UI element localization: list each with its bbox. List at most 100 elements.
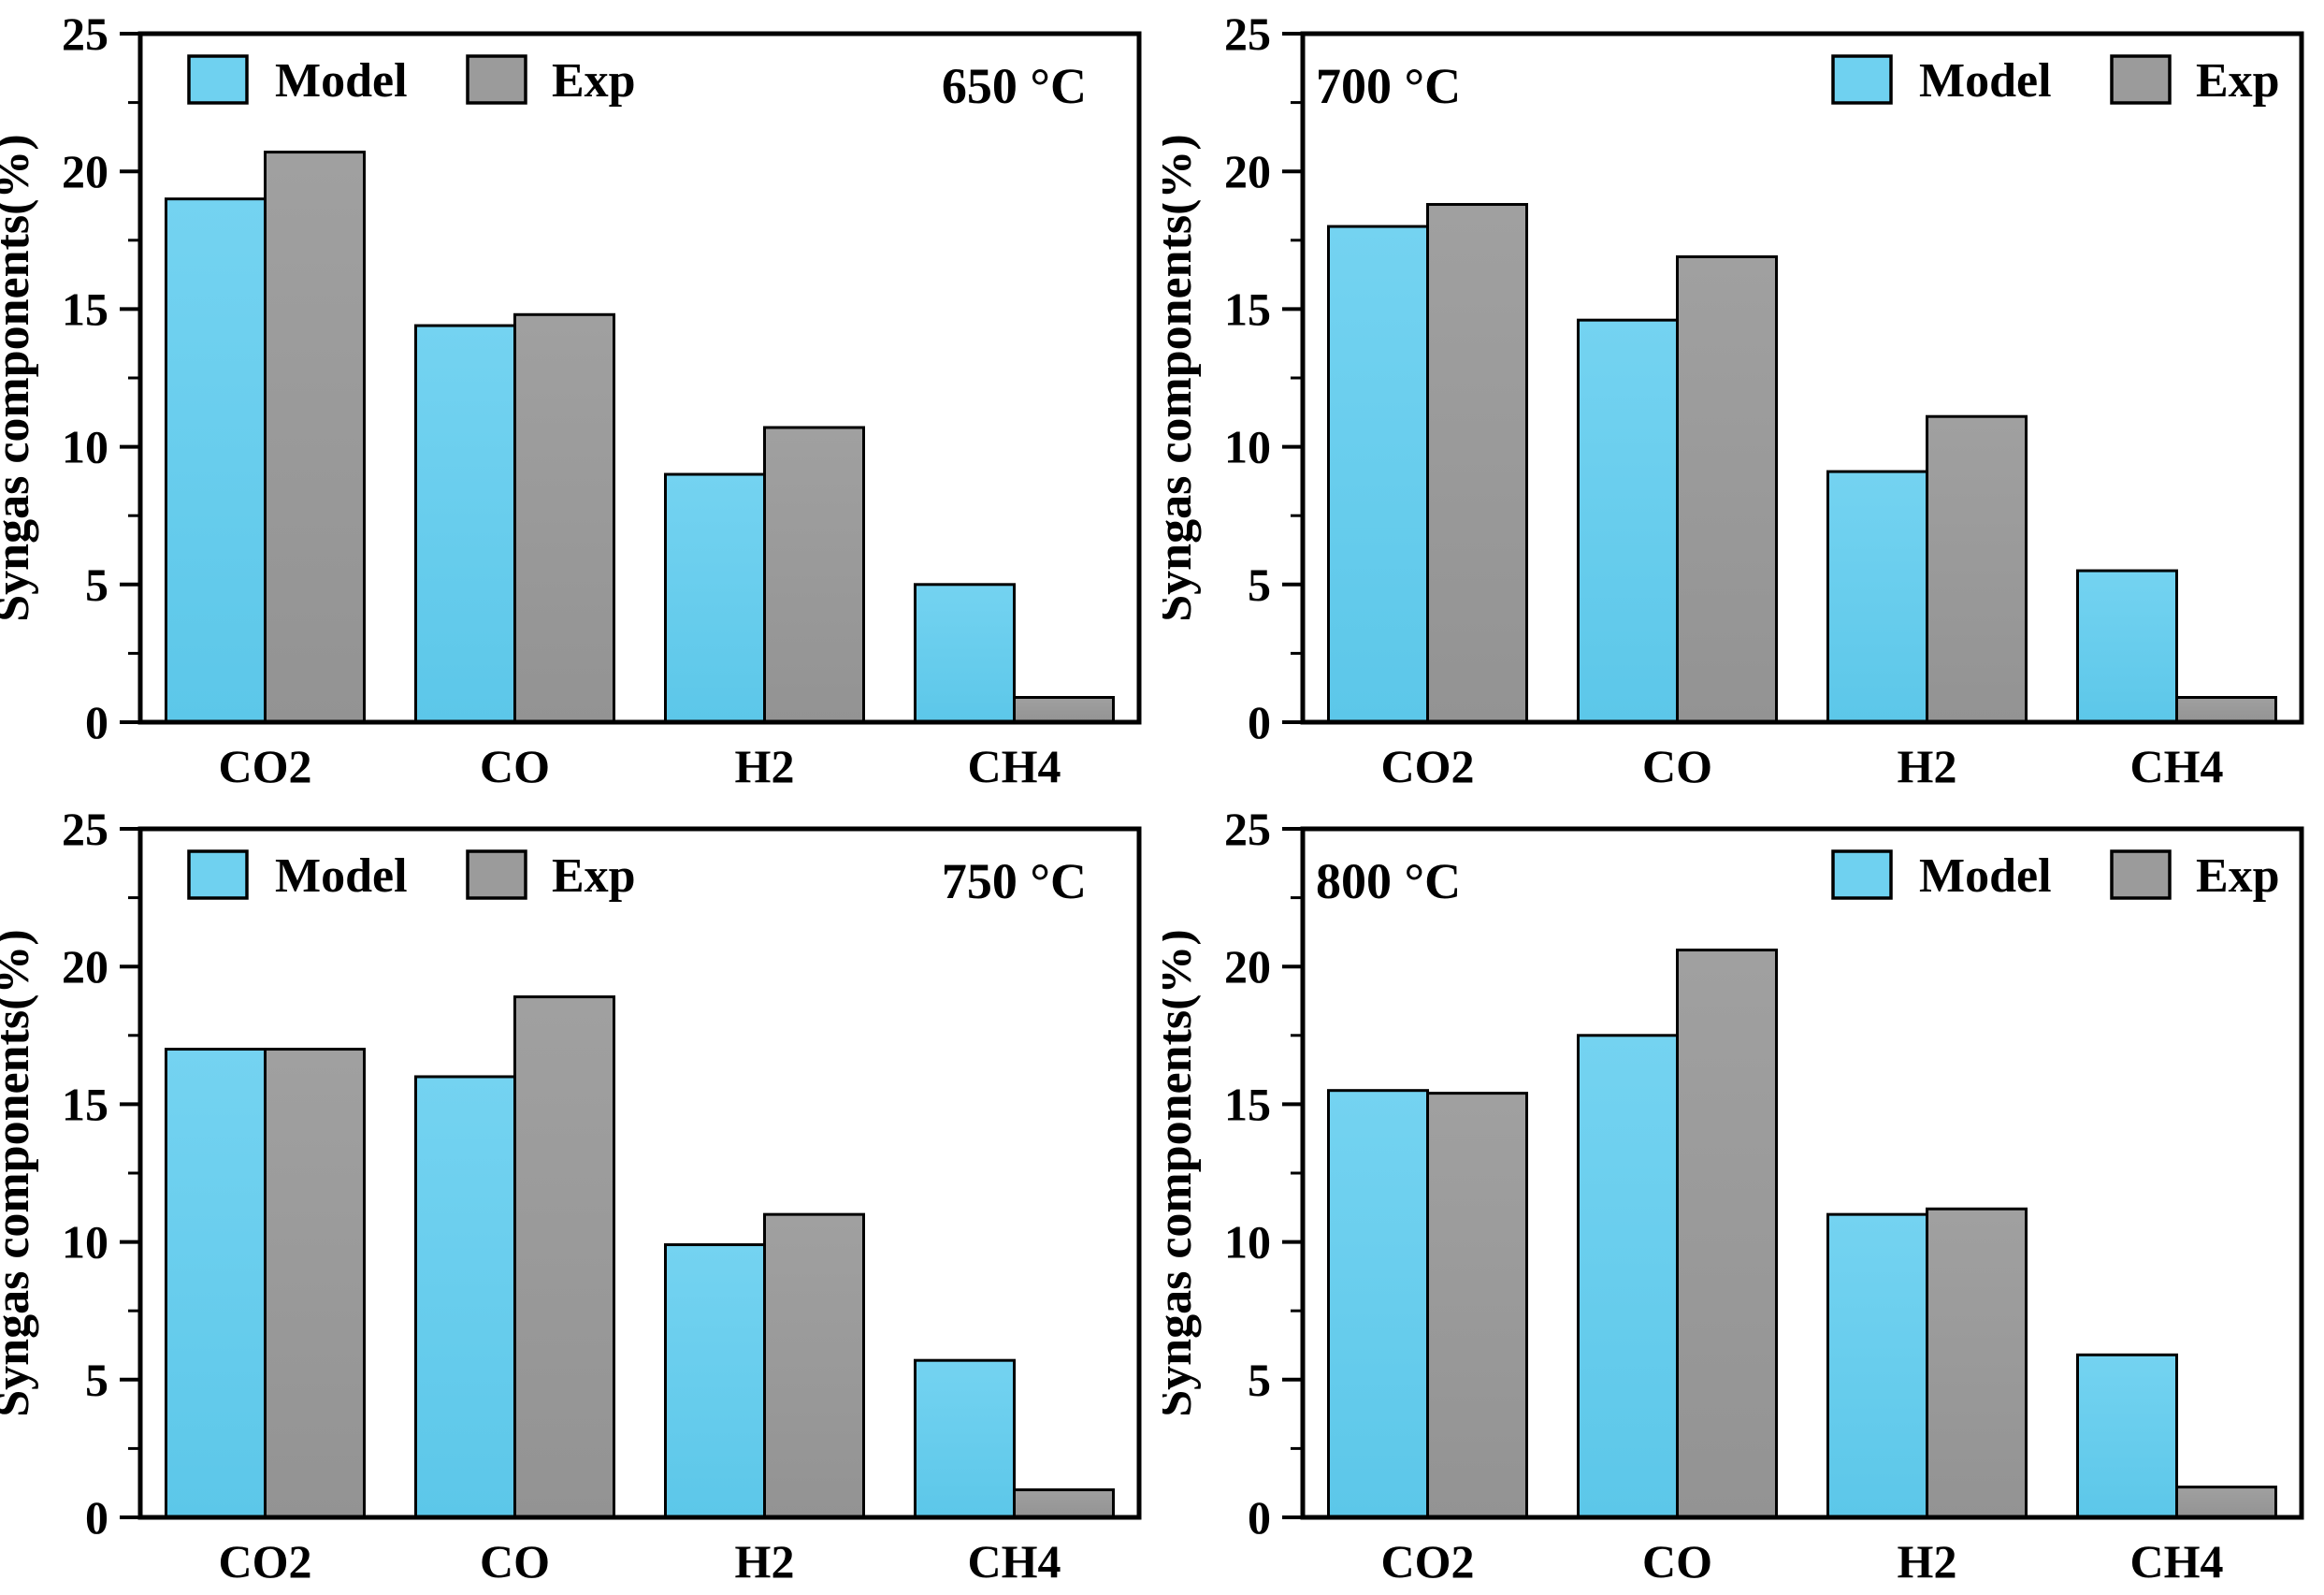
y-tick-label-0: 0: [85, 1491, 108, 1544]
category-label-co2: CO2: [1381, 1535, 1475, 1588]
legend-exp-swatch: [466, 849, 527, 900]
category-label-ch4: CH4: [968, 1535, 1061, 1588]
legend-model-swatch: [1831, 849, 1893, 900]
legend-model-label: Model: [1919, 849, 2052, 903]
legend-exp-label: Exp: [2196, 849, 2280, 903]
y-tick-label-15: 15: [1224, 283, 1271, 335]
y-tick-label-5: 5: [1248, 558, 1271, 611]
temperature-label: 650 °C: [942, 58, 1087, 114]
bar-exp-co: [513, 995, 615, 1519]
category-label-co2: CO2: [219, 740, 312, 792]
chart-800c: 0 5 10 15 20 25 CO2 CO H2 CH4 Syngas components(%)…: [1148, 795, 2324, 1590]
y-axis-title: Syngas components(%): [1162, 929, 1202, 1417]
y-tick-label-15: 15: [62, 283, 108, 335]
y-tick-label-25: 25: [1224, 803, 1271, 855]
category-label-co: CO: [1642, 740, 1712, 792]
y-axis-title: Syngas components(%): [1162, 134, 1202, 622]
category-label-h2: H2: [1898, 740, 1957, 792]
bar-exp-h2: [1926, 1207, 2028, 1519]
category-label-h2: H2: [735, 1535, 795, 1588]
bar-exp-co: [1676, 254, 1778, 724]
category-label-h2: H2: [1898, 1535, 1957, 1588]
bar-model-h2: [664, 1243, 766, 1519]
chart-700c: 0 5 10 15 20 25 CO2 CO H2 CH4 Syngas components(%)…: [1148, 0, 2324, 795]
y-tick-label-15: 15: [62, 1078, 108, 1130]
y-tick-label-20: 20: [1224, 145, 1271, 197]
y-tick-label-20: 20: [1224, 940, 1271, 993]
bar-exp-co2: [264, 151, 366, 724]
bar-model-h2: [1826, 470, 1928, 724]
bar-model-ch4: [2076, 1353, 2178, 1519]
legend-exp-label: Exp: [552, 54, 636, 108]
y-tick-label-0: 0: [85, 696, 108, 748]
bar-model-co2: [165, 197, 267, 724]
bar-model-ch4: [2076, 569, 2178, 724]
bar-chart-svg: 0 5 10 15 20 25 CO2 CO H2 CH4 Syngas components(%)…: [1148, 795, 2324, 1590]
bar-model-co2: [165, 1048, 267, 1519]
legend-model-swatch: [187, 849, 249, 900]
category-label-ch4: CH4: [2130, 740, 2224, 792]
legend-exp-swatch: [2110, 849, 2172, 900]
y-tick-label-5: 5: [85, 558, 108, 611]
y-tick-label-10: 10: [1224, 421, 1271, 473]
temperature-label: 750 °C: [942, 853, 1087, 909]
category-label-co: CO: [480, 1535, 550, 1588]
y-axis-title: Syngas components(%): [0, 929, 39, 1417]
bar-exp-co2: [1426, 1092, 1528, 1519]
bar-chart-svg: 0 5 10 15 20 25 CO2 CO H2 CH4 Syngas components(%)…: [0, 795, 1162, 1590]
y-tick-label-20: 20: [62, 940, 108, 993]
y-tick-label-5: 5: [85, 1354, 108, 1406]
bar-exp-ch4: [1013, 696, 1115, 724]
bar-exp-co2: [1426, 203, 1528, 724]
bar-model-co2: [1327, 1089, 1429, 1519]
y-tick-label-10: 10: [62, 1216, 108, 1269]
temperature-label: 700 °C: [1316, 58, 1461, 114]
category-label-co2: CO2: [219, 1535, 312, 1588]
y-tick-label-20: 20: [62, 145, 108, 197]
legend-model-label: Model: [1919, 54, 2052, 108]
bar-model-co: [414, 1075, 516, 1519]
chart-750c: 0 5 10 15 20 25 CO2 CO H2 CH4 Syngas components(%)…: [0, 795, 1162, 1590]
bar-exp-co: [513, 312, 615, 724]
bar-exp-ch4: [2175, 1486, 2277, 1519]
category-label-co: CO: [1642, 1535, 1712, 1588]
legend-exp-label: Exp: [552, 849, 636, 903]
bar-exp-h2: [763, 426, 865, 724]
bar-exp-co: [1676, 949, 1778, 1519]
legend-model-swatch: [1831, 54, 1893, 105]
y-tick-label-15: 15: [1224, 1078, 1271, 1130]
category-label-co2: CO2: [1381, 740, 1475, 792]
bar-exp-ch4: [2175, 696, 2277, 724]
bar-chart-svg: 0 5 10 15 20 25 CO2 CO H2 CH4 Syngas components(%)…: [1148, 0, 2324, 795]
y-tick-label-25: 25: [62, 803, 108, 855]
y-tick-label-10: 10: [1224, 1216, 1271, 1269]
y-tick-label-25: 25: [1224, 7, 1271, 60]
temperature-label: 800 °C: [1316, 853, 1461, 909]
legend-model-swatch: [187, 54, 249, 105]
y-tick-label-5: 5: [1248, 1354, 1271, 1406]
legend-exp-label: Exp: [2196, 54, 2280, 108]
bar-exp-ch4: [1013, 1488, 1115, 1519]
bar-model-ch4: [914, 1358, 1016, 1519]
y-tick-label-25: 25: [62, 7, 108, 60]
bar-model-h2: [1826, 1212, 1928, 1519]
legend-exp-swatch: [2110, 54, 2172, 105]
category-label-ch4: CH4: [968, 740, 1061, 792]
legend-model-label: Model: [275, 849, 408, 903]
plot-frame: [1300, 31, 2304, 725]
bar-exp-h2: [1926, 414, 2028, 724]
category-label-h2: H2: [735, 740, 795, 792]
y-tick-label-0: 0: [1248, 696, 1271, 748]
bar-model-co2: [1327, 225, 1429, 724]
bar-model-co: [1577, 318, 1679, 724]
category-label-co: CO: [480, 740, 550, 792]
plot-frame: [1300, 826, 2304, 1520]
plot-frame: [137, 31, 1142, 725]
chart-650c: 0 5 10 15 20 25 CO2 CO H2 CH4 Syngas components(%)…: [0, 0, 1162, 795]
category-label-ch4: CH4: [2130, 1535, 2224, 1588]
y-tick-label-0: 0: [1248, 1491, 1271, 1544]
y-tick-label-10: 10: [62, 421, 108, 473]
plot-frame: [137, 826, 1142, 1520]
legend-exp-swatch: [466, 54, 527, 105]
